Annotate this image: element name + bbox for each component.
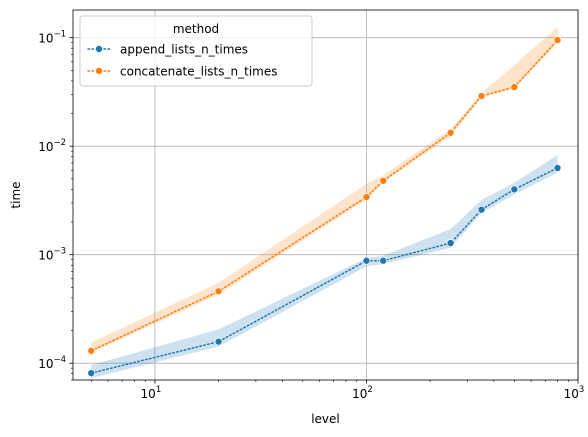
- data-point: [362, 193, 371, 202]
- data-point: [87, 346, 96, 355]
- series-line-concatenate_lists_n_times: [90, 39, 559, 352]
- ci-band-append_lists_n_times: [91, 154, 558, 379]
- legend-title: method: [173, 22, 219, 36]
- y-tick-label: 10−1: [38, 30, 66, 46]
- data-point: [362, 256, 371, 265]
- legend-marker: [95, 45, 104, 54]
- legend: method append_lists_n_times concatenate_l…: [79, 15, 313, 87]
- data-point: [446, 239, 455, 248]
- data-point: [510, 83, 519, 92]
- y-tick-label: 10−3: [38, 247, 66, 263]
- legend-items: append_lists_n_times concatenate_lists_n_…: [87, 43, 277, 79]
- data-point: [446, 128, 455, 137]
- data-point: [553, 36, 562, 45]
- data-point: [379, 256, 388, 265]
- legend-item: concatenate_lists_n_times: [87, 65, 277, 79]
- legend-box: [79, 15, 313, 87]
- series-line-append_lists_n_times: [90, 167, 559, 374]
- x-tick-label: 102: [352, 385, 373, 401]
- axis-ticks: 101 102 103 10−4 10−3 10−2 10−1: [38, 30, 584, 401]
- y-tick-label: 10−4: [38, 355, 66, 371]
- y-axis-label: time: [9, 181, 23, 208]
- legend-label: concatenate_lists_n_times: [120, 65, 277, 79]
- data-point: [553, 163, 562, 172]
- data-point: [477, 92, 486, 101]
- x-tick-label: 101: [141, 385, 162, 401]
- data-point: [214, 287, 223, 296]
- data-point: [510, 185, 519, 194]
- series-markers: [87, 36, 562, 378]
- confidence-bands: [91, 27, 558, 379]
- data-point: [87, 369, 96, 378]
- x-tick-label: 103: [564, 385, 585, 401]
- x-axis-label: level: [311, 412, 340, 426]
- y-tick-label: 10−2: [38, 138, 66, 154]
- series-lines: [90, 39, 559, 374]
- data-point: [214, 337, 223, 346]
- legend-item: append_lists_n_times: [87, 43, 248, 57]
- data-point: [477, 205, 486, 214]
- plot-frame: [72, 9, 579, 381]
- legend-label: append_lists_n_times: [120, 43, 248, 57]
- data-point: [379, 176, 388, 185]
- legend-marker: [95, 67, 104, 76]
